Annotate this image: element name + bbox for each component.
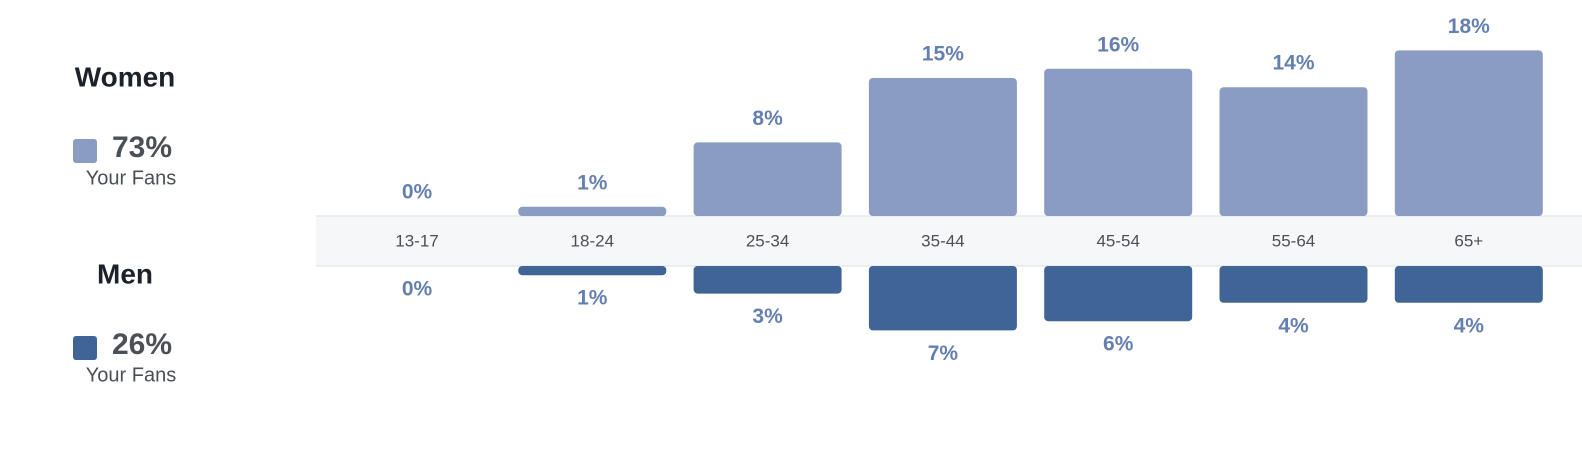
legend-heading: Women xyxy=(75,61,176,92)
value-label: 1% xyxy=(577,171,608,194)
women-bar xyxy=(518,206,667,216)
value-label: 7% xyxy=(928,342,959,365)
x-tick-label: 13-17 xyxy=(395,231,438,250)
women-bar xyxy=(693,142,842,216)
men-bar xyxy=(518,266,667,276)
women-bar xyxy=(1394,50,1543,217)
value-label: 15% xyxy=(922,43,964,66)
value-label: 16% xyxy=(1097,33,1139,56)
men-bar xyxy=(1394,266,1543,303)
legend-swatch xyxy=(73,336,97,360)
value-label: 4% xyxy=(1454,314,1485,337)
value-label: 18% xyxy=(1448,15,1490,38)
women-bar xyxy=(868,78,1017,216)
x-tick-label: 45-54 xyxy=(1096,231,1139,250)
axis-band xyxy=(316,216,1582,266)
legend-total: 73% xyxy=(112,131,172,164)
x-tick-label: 65+ xyxy=(1454,231,1483,250)
men-bar xyxy=(868,266,1017,331)
x-tick-label: 18-24 xyxy=(571,231,614,250)
value-label: 0% xyxy=(402,181,433,204)
men-bar xyxy=(1044,266,1193,322)
legend-caption: Your Fans xyxy=(86,364,176,386)
legend-swatch xyxy=(73,139,97,163)
value-label: 6% xyxy=(1103,333,1134,356)
value-label: 0% xyxy=(402,278,433,301)
value-label: 3% xyxy=(752,305,783,328)
x-tick-label: 55-64 xyxy=(1272,231,1315,250)
legend-total: 26% xyxy=(112,328,172,361)
women-bar xyxy=(1044,68,1193,216)
women-bar xyxy=(1219,87,1368,216)
men-bar xyxy=(1219,266,1368,303)
legend-caption: Your Fans xyxy=(86,167,176,189)
value-label: 4% xyxy=(1278,314,1309,337)
legend-heading: Men xyxy=(97,258,153,289)
men-bar xyxy=(693,266,842,294)
value-label: 1% xyxy=(577,287,608,310)
x-tick-label: 25-34 xyxy=(746,231,789,250)
x-tick-label: 35-44 xyxy=(921,231,964,250)
value-label: 14% xyxy=(1272,52,1314,75)
value-label: 8% xyxy=(752,107,783,130)
